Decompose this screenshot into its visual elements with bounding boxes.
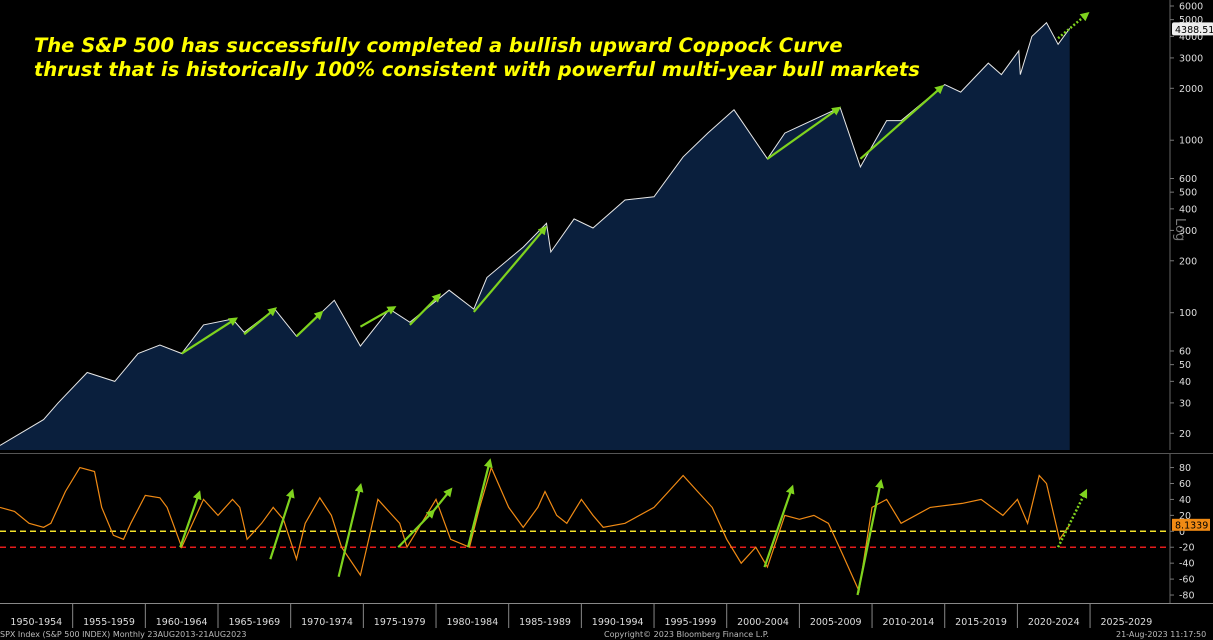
footer-ticker-info: SPX Index (S&P 500 INDEX) Monthly 23AUG2… xyxy=(0,630,247,639)
coppock-y-tick-label: 60 xyxy=(1179,479,1191,490)
price-y-tick-label: 40 xyxy=(1179,377,1191,388)
coppock-y-tick-label: -80 xyxy=(1179,591,1195,602)
price-area xyxy=(0,22,1070,450)
x-axis-label: 1960-1964 xyxy=(156,617,208,628)
x-axis-label: 2005-2009 xyxy=(810,617,862,628)
price-y-tick-label: 1000 xyxy=(1179,136,1203,147)
price-y-tick-label: 3000 xyxy=(1179,53,1203,64)
x-axis-label: 2010-2014 xyxy=(882,617,934,628)
headline-line-2: thrust that is historically 100% consist… xyxy=(34,58,920,81)
coppock-arrow xyxy=(179,490,202,548)
price-y-tick-label: 600 xyxy=(1179,174,1197,185)
coppock-y-tick-label: 20 xyxy=(1179,511,1191,522)
price-y-tick-label: 2000 xyxy=(1179,84,1203,95)
coppock-arrow xyxy=(466,458,493,548)
price-y-tick-label: 30 xyxy=(1179,398,1191,409)
x-axis-label: 1975-1979 xyxy=(374,617,426,628)
price-arrow xyxy=(243,307,278,336)
coppock-y-tick-label: 0 xyxy=(1179,527,1185,538)
price-arrow xyxy=(409,293,442,326)
coppock-last-value-badge xyxy=(1172,518,1210,531)
coppock-panel: -80 -60 -40 -20 0 20 40 60 80 8.1339 xyxy=(0,454,1210,603)
coppock-y-tick-label: -20 xyxy=(1179,543,1195,554)
x-axis-label: 2020-2024 xyxy=(1028,617,1080,628)
x-axis-label: 1965-1969 xyxy=(228,617,280,628)
x-axis-label: 2025-2029 xyxy=(1100,617,1152,628)
coppock-arrow xyxy=(856,478,884,596)
price-y-tick-label: 300 xyxy=(1179,226,1197,237)
coppock-arrow xyxy=(397,509,436,548)
coppock-y-tick-label: 80 xyxy=(1179,463,1191,474)
price-last-value-label: 4388.51 xyxy=(1175,25,1213,36)
x-axis-label: 1990-1994 xyxy=(592,617,644,628)
x-axis-label: 1980-1984 xyxy=(446,617,498,628)
price-y-tick-label: 100 xyxy=(1179,308,1197,319)
footer-timestamp: 21-Aug-2023 11:17:50 xyxy=(1116,630,1207,639)
headline: The S&P 500 has successfully completed a… xyxy=(34,34,920,82)
coppock-arrow xyxy=(269,488,295,560)
coppock-line xyxy=(0,465,1071,594)
price-arrow xyxy=(359,306,397,328)
price-projected-arrow xyxy=(1057,11,1090,40)
price-y-tick-label: 50 xyxy=(1179,360,1191,371)
price-arrow xyxy=(472,225,547,313)
price-last-value-badge xyxy=(1172,22,1213,36)
coppock-projected-arrow xyxy=(1056,488,1088,548)
coppock-y-tick-label: -40 xyxy=(1179,559,1195,570)
x-axis-label: 2000-2004 xyxy=(737,617,789,628)
footer-copyright: Copyright© 2023 Bloomberg Finance L.P. xyxy=(604,630,769,639)
price-y-tick-label: 6000 xyxy=(1179,1,1203,12)
coppock-y-tick-label: -60 xyxy=(1179,575,1195,586)
x-axis-label: 2015-2019 xyxy=(955,617,1007,628)
price-panel: 20 30 40 50 60 100 200 300 400 500 600 1000 2000 3000… xyxy=(0,0,1213,450)
coppock-y-tick-label: 40 xyxy=(1179,495,1191,506)
price-y-tick-label: 60 xyxy=(1179,346,1191,357)
x-axis-label: 1950-1954 xyxy=(10,617,62,628)
x-axis-label: 1970-1974 xyxy=(301,617,353,628)
coppock-arrow xyxy=(432,487,453,513)
coppock-last-value-label: 8.1339 xyxy=(1175,520,1208,531)
coppock-arrow xyxy=(763,484,795,568)
price-y-tick-label: 20 xyxy=(1179,429,1191,440)
price-arrow xyxy=(181,317,238,355)
price-y-tick-label: 500 xyxy=(1179,188,1197,199)
price-line xyxy=(0,21,1071,446)
price-arrow xyxy=(295,310,324,338)
price-y-tick-label: 200 xyxy=(1179,256,1197,267)
coppock-arrow xyxy=(337,482,364,577)
headline-line-1: The S&P 500 has successfully completed a… xyxy=(34,34,843,57)
price-arrow xyxy=(766,106,842,160)
x-axis-label: 1995-1999 xyxy=(664,617,716,628)
price-y-tick-label: 400 xyxy=(1179,204,1197,215)
price-arrow xyxy=(859,84,945,160)
x-axis-label: 1985-1989 xyxy=(519,617,571,628)
price-y-tick-label: 5000 xyxy=(1179,15,1203,26)
x-axis: 1950-1954 1955-1959 1960-1964 1965-1969 1970… xyxy=(0,603,1213,628)
x-axis-label: 1955-1959 xyxy=(83,617,135,628)
log-scale-label: Log xyxy=(1172,218,1187,242)
price-y-tick-label: 4000 xyxy=(1179,32,1203,43)
